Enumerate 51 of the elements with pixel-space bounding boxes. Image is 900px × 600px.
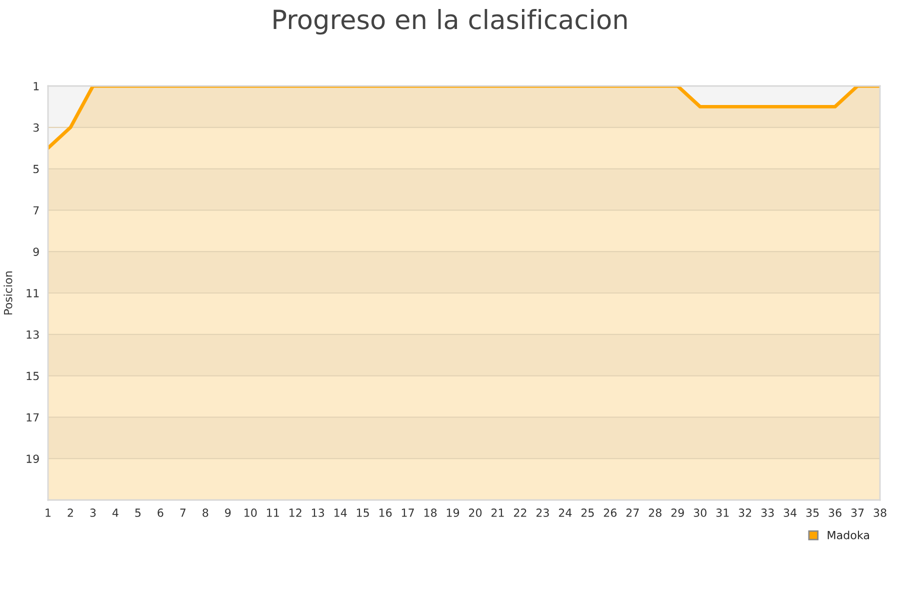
y-tick-label: 19 [26, 454, 39, 463]
y-tick-label: 9 [33, 248, 39, 256]
x-tick-label: 26 [604, 508, 617, 517]
y-tick-label: 13 [26, 330, 39, 339]
x-tick-label: 14 [334, 508, 347, 517]
y-axis-title: Posicion [4, 271, 12, 314]
x-tick-label: 3 [90, 508, 96, 517]
x-tick-label: 6 [158, 508, 164, 517]
x-tick-label: 18 [424, 508, 437, 517]
x-tick-label: 36 [828, 508, 842, 517]
x-tick-label: 25 [581, 508, 594, 517]
x-tick-label: 17 [402, 508, 414, 517]
x-tick-label: 16 [379, 508, 392, 517]
x-tick-label: 37 [851, 508, 864, 517]
x-tick-label: 5 [135, 508, 141, 517]
y-tick-label: 11 [26, 289, 39, 298]
x-tick-label: 12 [290, 508, 302, 517]
x-tick-label: 2 [68, 508, 73, 517]
x-tick-label: 32 [738, 508, 752, 517]
x-tick-label: 29 [671, 508, 684, 517]
x-tick-label: 22 [514, 508, 526, 517]
y-tick-label: 17 [26, 413, 39, 422]
x-tick-label: 11 [267, 508, 279, 517]
y-tick-label: 1 [34, 82, 39, 90]
y-tick-label: 5 [33, 164, 39, 174]
x-tick-label: 1 [46, 508, 51, 517]
x-tick-label: 7 [180, 508, 186, 517]
x-tick-label: 34 [784, 508, 796, 517]
y-tick-label: 7 [34, 206, 39, 214]
x-tick-label: 38 [874, 508, 886, 517]
x-tick-label: 13 [312, 508, 324, 517]
legend-label: Madoka [828, 530, 869, 540]
x-tick-label: 35 [806, 508, 819, 517]
x-tick-label: 20 [468, 508, 482, 517]
x-tick-label: 10 [244, 508, 257, 517]
x-tick-label: 8 [202, 508, 208, 517]
chart-title: Progreso en la clasificacion [274, 9, 627, 35]
x-tick-label: 19 [446, 508, 460, 517]
y-tick-label: 15 [26, 372, 39, 380]
x-tick-label: 30 [694, 508, 706, 517]
x-tick-label: 15 [356, 508, 369, 517]
x-tick-label: 23 [536, 508, 549, 517]
x-tick-label: 28 [648, 508, 662, 517]
x-tick-label: 21 [491, 508, 504, 517]
x-tick-label: 9 [225, 508, 231, 517]
x-tick-label: 4 [112, 508, 118, 517]
x-tick-label: 27 [626, 508, 639, 517]
x-tick-label: 24 [558, 508, 572, 517]
x-tick-label: 33 [761, 508, 774, 517]
x-tick-label: 31 [716, 508, 729, 517]
y-tick-label: 3 [33, 123, 39, 132]
